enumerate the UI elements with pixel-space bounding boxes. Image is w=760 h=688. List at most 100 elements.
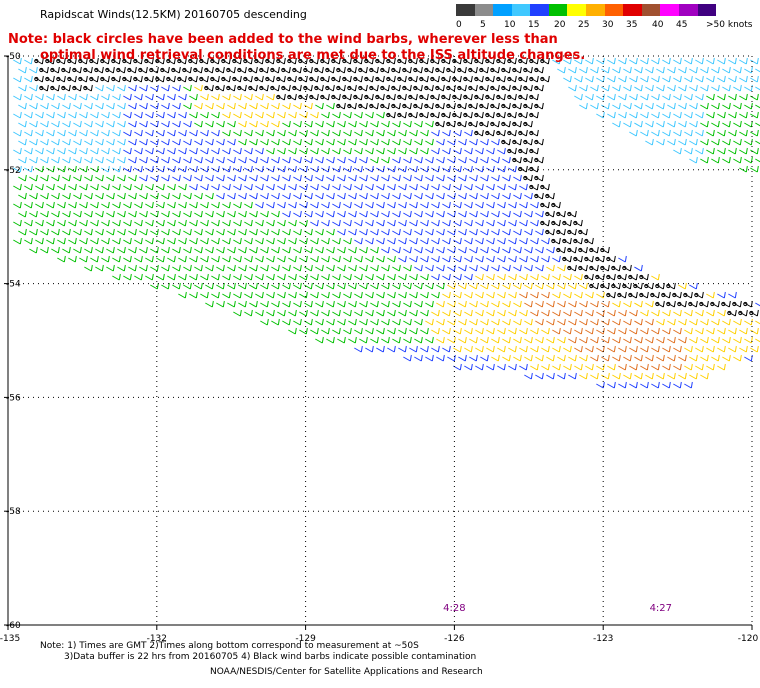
wind-barb: [403, 336, 412, 344]
wind-barb: [332, 237, 341, 245]
wind-barb: [695, 327, 704, 335]
wind-barb: [244, 93, 253, 101]
wind-barb: [485, 57, 495, 65]
wind-barb: [568, 318, 577, 326]
latitude-label: -54: [6, 280, 21, 290]
wind-barb: [645, 336, 654, 344]
wind-barb: [216, 192, 225, 200]
wind-barb: [491, 282, 500, 290]
wind-barb: [551, 201, 561, 209]
wind-barb: [611, 264, 621, 272]
wind-barb: [508, 345, 517, 353]
contamination-circle: [666, 283, 671, 289]
wind-barb: [266, 111, 275, 119]
wind-barb: [238, 264, 247, 272]
wind-barb: [442, 237, 451, 245]
contamination-circle: [248, 67, 253, 73]
wind-barb: [700, 156, 709, 164]
wind-barb: [315, 246, 324, 254]
wind-barb: [468, 66, 478, 74]
wind-barb: [347, 84, 357, 92]
wind-barb: [211, 147, 220, 155]
contamination-circle: [446, 103, 451, 109]
wind-barb: [117, 246, 126, 254]
wind-barb: [728, 147, 737, 155]
contamination-circle: [408, 94, 413, 100]
wind-barb: [24, 93, 33, 101]
wind-barb: [79, 255, 88, 263]
contamination-circle: [578, 247, 583, 253]
wind-barb: [447, 156, 456, 164]
wind-barb: [552, 327, 561, 335]
wind-barb: [215, 84, 225, 92]
wind-barb: [183, 264, 192, 272]
wind-barb: [596, 93, 605, 101]
wind-barb: [172, 174, 181, 182]
wind-barb: [117, 156, 126, 164]
wind-barb: [611, 282, 621, 290]
wind-barb: [161, 102, 170, 110]
wind-barb: [557, 336, 566, 344]
wind-barb: [238, 210, 247, 218]
contamination-circle: [600, 283, 605, 289]
wind-barb: [469, 228, 478, 236]
wind-barb: [370, 228, 379, 236]
wind-barb: [332, 219, 341, 227]
wind-barb: [618, 327, 627, 335]
wind-barb: [442, 147, 451, 155]
wind-barb: [755, 86, 760, 91]
wind-barb: [551, 237, 561, 245]
wind-barb: [271, 120, 280, 128]
wind-barb: [205, 192, 214, 200]
wind-barb: [95, 264, 104, 272]
wind-barb: [541, 273, 550, 281]
contamination-circle: [474, 130, 479, 136]
wind-barb: [563, 273, 572, 281]
wind-barb: [645, 102, 654, 110]
wind-barb: [29, 246, 38, 254]
wind-barb: [337, 264, 346, 272]
wind-barb: [128, 210, 137, 218]
wind-barb: [530, 237, 539, 245]
wind-barb: [13, 129, 22, 137]
wind-barb: [502, 318, 511, 326]
wind-barb: [260, 192, 269, 200]
contamination-circle: [655, 283, 660, 289]
wind-barb: [530, 219, 539, 227]
contamination-circle: [347, 67, 352, 73]
wind-barb: [265, 75, 275, 83]
wind-barb: [277, 147, 286, 155]
contamination-circle: [413, 85, 418, 91]
contamination-circle: [589, 283, 594, 289]
wind-barb: [744, 318, 753, 326]
contamination-circle: [325, 85, 330, 91]
wind-barb: [24, 165, 33, 173]
legend-label: 35: [626, 20, 638, 30]
wind-barb: [750, 129, 759, 137]
contamination-circle: [391, 103, 396, 109]
wind-barb: [408, 111, 418, 119]
wind-barb: [750, 111, 759, 119]
wind-barb: [172, 138, 181, 146]
wind-barb: [222, 291, 231, 299]
wind-barb: [441, 111, 451, 119]
contamination-circle: [485, 94, 490, 100]
wind-barb: [79, 111, 88, 119]
wind-barb: [304, 246, 313, 254]
wind-barb: [260, 228, 269, 236]
wind-barb: [728, 111, 737, 119]
wind-barb: [375, 93, 385, 101]
wind-barb: [535, 300, 544, 308]
wind-barb: [534, 174, 544, 182]
wind-barb: [189, 147, 198, 155]
wind-barb: [167, 183, 176, 191]
wind-barb: [40, 102, 49, 110]
wind-barb: [200, 201, 209, 209]
wind-barb: [513, 300, 522, 308]
contamination-circle: [523, 121, 528, 127]
wind-barb: [150, 84, 159, 92]
wind-barb: [310, 237, 319, 245]
wind-barb: [259, 66, 269, 74]
wind-barb: [210, 75, 220, 83]
wind-barb: [332, 291, 341, 299]
